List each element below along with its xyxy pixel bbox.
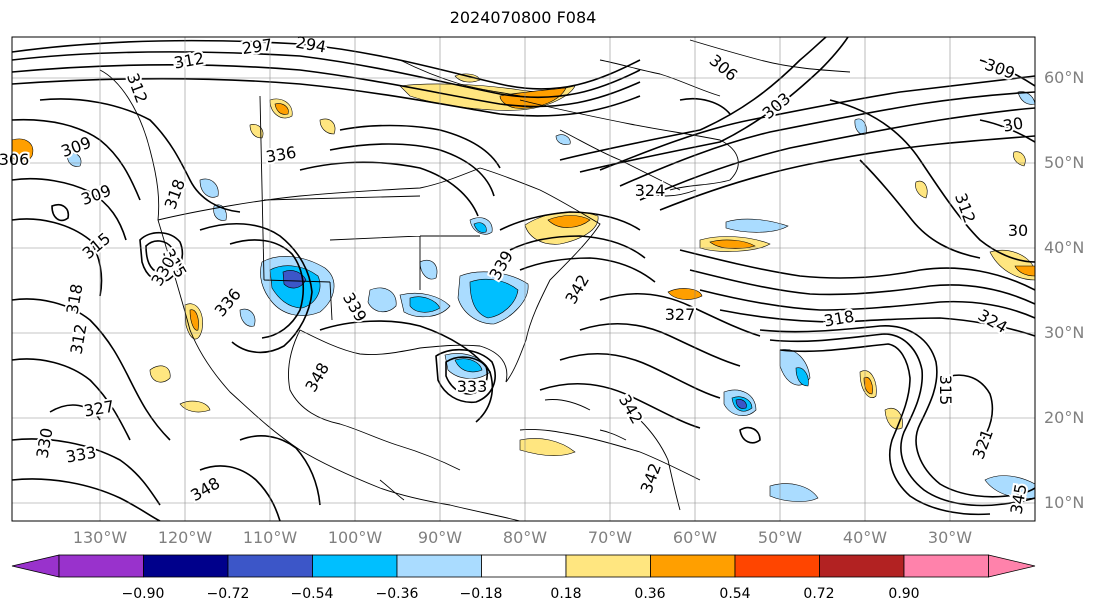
contour-label: 333 [457,377,488,396]
warm-anomaly [667,288,703,300]
warm-anomaly [863,376,873,395]
warm-anomaly [519,438,576,456]
lat-label-50n: 50°N [1044,153,1085,172]
contour-lines [12,37,1035,521]
warm-anomaly [1013,151,1026,167]
lon-label-30w: 30°W [927,528,973,547]
colorbar-segment [58,554,144,578]
warm-anomaly [547,215,591,228]
cool-anomaly [239,308,256,327]
warm-anomaly [499,87,567,109]
colorbar [11,554,1036,578]
cool-anomaly [735,399,747,409]
warm-anomaly [915,180,928,199]
warm-anomaly [1014,265,1035,277]
colorbar-tick: 0.18 [550,586,582,602]
colorbar-tick: −0.18 [459,586,503,602]
colorbar-extend-max [988,554,1036,578]
lat-label-60n: 60°N [1044,68,1085,87]
cool-anomaly [854,118,867,135]
lon-label-80w: 80°W [502,528,548,547]
cool-anomaly [469,278,519,319]
lon-label-110w: 110°W [242,528,298,547]
cool-anomaly [795,367,809,387]
colorbar-extend-min [11,554,60,578]
contour-label: 315 [936,375,955,406]
warm-anomaly [189,309,199,331]
contour-label: 306 [0,150,29,169]
colorbar-segment [650,554,736,578]
colorbar-segment [734,554,820,578]
warm-anomaly [12,138,34,163]
lat-label-20n: 20°N [1044,408,1085,427]
contour-label: 327 [665,305,696,324]
colorbar-tick: −0.36 [375,586,419,602]
contour-label: 324 [635,181,666,200]
warm-anomaly [709,239,756,249]
lon-label-100w: 100°W [327,528,383,547]
colorbar-segment [143,554,229,578]
colorbar-tick: 0.72 [803,586,835,602]
lat-label-10n: 10°N [1044,493,1085,512]
map-title: 2024070800 F084 [449,8,597,27]
colorbar-tick: −0.90 [121,586,165,602]
map-frame [11,36,1036,522]
contour-label: 30 [1001,113,1024,135]
colorbar-segment [903,554,989,578]
cool-anomaly [555,134,571,145]
warm-anomaly [249,124,264,139]
cool-anomaly [282,270,307,289]
warm-anomaly [179,400,211,413]
colorbar-segment [227,554,313,578]
cool-anomaly [419,259,438,280]
lat-label-40n: 40°N [1044,238,1085,257]
cool-anomaly [725,218,789,233]
colorbar-segment [396,554,482,578]
colorbar-tick: 0.54 [719,586,751,602]
lon-label-40w: 40°W [842,528,888,547]
cool-anomaly [769,483,819,502]
colorbar-tick: 0.90 [888,586,920,602]
lon-label-50w: 50°W [757,528,803,547]
cool-anomaly [199,178,219,198]
lat-label-30n: 30°N [1044,323,1085,342]
colorbar-tick: −0.54 [290,586,334,602]
colorbar-tick: −0.72 [206,586,250,602]
colorbar-segment [565,554,651,578]
cool-anomaly [367,287,397,313]
cool-anomaly [454,358,483,373]
lon-label-90w: 90°W [417,528,463,547]
lon-label-120w: 120°W [157,528,213,547]
warm-anomaly [274,103,289,115]
lon-label-70w: 70°W [587,528,633,547]
warm-anomaly [149,365,171,383]
cool-anomaly [473,222,487,233]
contour-label: 30 [1008,221,1028,240]
colorbar-segment [819,554,905,578]
warm-anomaly [319,118,336,135]
colorbar-segment [312,554,398,578]
lon-label-130w: 130°W [72,528,128,547]
colorbar-tick: 0.36 [634,586,666,602]
lon-label-60w: 60°W [672,528,718,547]
colorbar-segment [481,554,567,578]
graticule [12,37,1035,521]
